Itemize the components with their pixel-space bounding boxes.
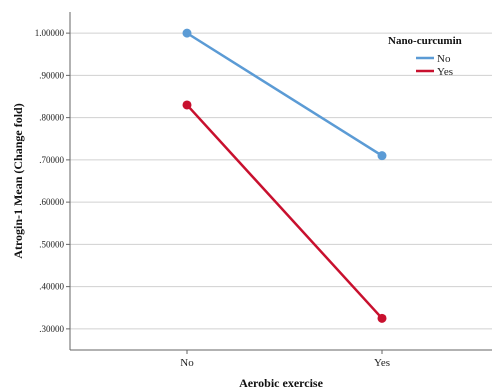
y-tick-label: .60000 [39, 197, 64, 207]
data-point-yes-yes [377, 313, 387, 323]
legend-title: Nano-curcumin [388, 35, 462, 47]
data-point-no-yes [377, 151, 387, 161]
gridlines [70, 32, 492, 330]
series-line-yes [186, 104, 383, 320]
series-line-no [186, 32, 383, 157]
y-tick-label: 1.00000 [35, 28, 65, 38]
y-axis-title: Atrogin-1 Mean (Change fold) [11, 103, 25, 258]
legend-label-no: No [437, 53, 451, 65]
x-axis-ticks: No Yes [180, 350, 390, 369]
y-tick-label: .40000 [39, 282, 64, 292]
y-tick-label: .50000 [39, 239, 64, 249]
data-point-yes-no [182, 100, 192, 110]
x-tick-label: No [180, 357, 194, 369]
y-axis-ticks: .30000 .40000 .50000 .60000 .70000 .80000 .900… [35, 28, 70, 334]
y-tick-label: .90000 [39, 70, 64, 80]
data-point-no-no [182, 28, 192, 38]
x-tick-label: Yes [374, 357, 390, 369]
y-tick-label: .30000 [39, 324, 64, 334]
legend-label-yes: Yes [437, 66, 453, 78]
x-axis-title: Aerobic exercise [239, 376, 324, 390]
y-tick-label: .70000 [39, 155, 64, 165]
y-tick-label: .80000 [39, 113, 64, 123]
series-layer [182, 28, 387, 323]
